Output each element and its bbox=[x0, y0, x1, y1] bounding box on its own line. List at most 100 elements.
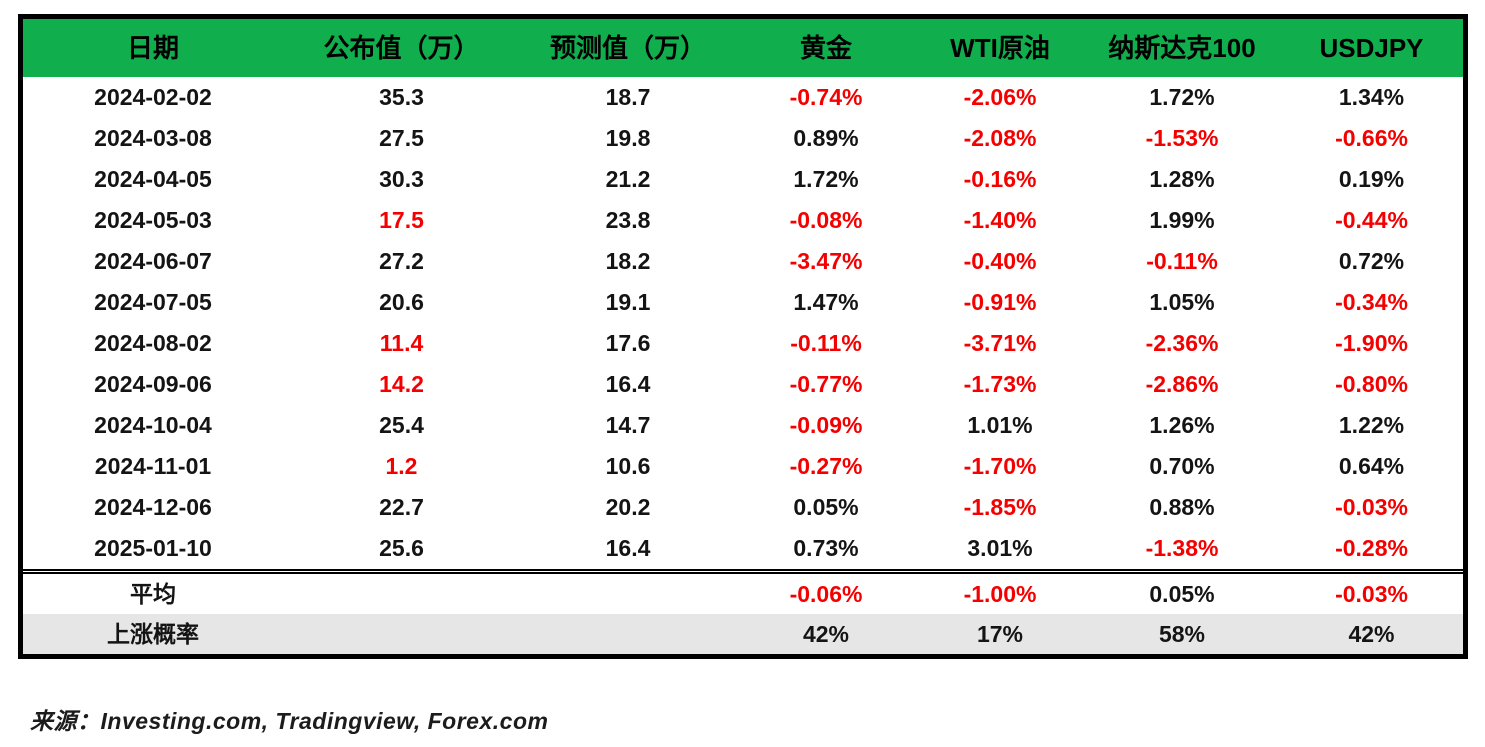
table-cell: -0.44% bbox=[1335, 207, 1408, 233]
table-cell: 20.6 bbox=[379, 289, 424, 315]
table-cell: 27.5 bbox=[379, 125, 424, 151]
table-cell: 17% bbox=[976, 620, 1024, 647]
date-cell: 2024-04-05 bbox=[94, 166, 212, 192]
table-cell: 11.4 bbox=[379, 330, 424, 356]
table-cell: 25.6 bbox=[379, 535, 424, 561]
table-summary: 平均 -0.06% -1.00% 0.05% -0.03% 上涨概率 42% 17% 58% 42… bbox=[23, 569, 1463, 654]
table-cell: -0.16% bbox=[963, 166, 1037, 192]
table-cell: 0.64% bbox=[1338, 453, 1405, 479]
table-cell: -1.00% bbox=[963, 580, 1037, 607]
date-cell: 2024-12-06 bbox=[94, 494, 212, 520]
table-cell: 35.3 bbox=[379, 84, 424, 110]
table-cell: 1.28% bbox=[1149, 166, 1215, 192]
table-cell: 0.19% bbox=[1338, 166, 1405, 192]
table-cell: -2.08% bbox=[963, 125, 1037, 151]
table-cell: 0.89% bbox=[793, 125, 859, 151]
table-row: 2024-12-06 22.7 20.2 0.05% -1.85% 0.88% -0.03% bbox=[23, 487, 1463, 528]
table-cell: -1.53% bbox=[1145, 125, 1219, 151]
table-cell: 17.6 bbox=[605, 330, 651, 356]
table-cell: 1.26% bbox=[1149, 412, 1215, 438]
date-cell: 2024-10-04 bbox=[94, 412, 212, 438]
table-cell: -1.85% bbox=[963, 494, 1037, 520]
table-cell: 14.2 bbox=[379, 371, 424, 397]
date-cell: 2024-09-06 bbox=[94, 371, 212, 397]
header-cell: 纳斯达克100 bbox=[1108, 33, 1256, 63]
header-cell: 黄金 bbox=[799, 33, 852, 63]
table-cell: -1.38% bbox=[1145, 535, 1219, 561]
table-cell: 0.70% bbox=[1149, 453, 1215, 479]
table-cell: 0.05% bbox=[1149, 580, 1215, 607]
summary-row: 平均 -0.06% -1.00% 0.05% -0.03% bbox=[23, 574, 1463, 614]
date-cell: 2024-06-07 bbox=[94, 248, 212, 274]
date-cell: 2024-07-05 bbox=[94, 289, 212, 315]
table-body: 2024-02-02 35.3 18.7 -0.74% -2.06% 1.72% 1.34%… bbox=[23, 77, 1463, 569]
data-table: 日期 公布值（万） 预测值（万） 黄金 WTI原油 纳斯达克100 USDJPY 2024-… bbox=[18, 14, 1468, 659]
table-cell: -0.11% bbox=[790, 330, 862, 356]
table-row: 2024-11-01 1.2 10.6 -0.27% -1.70% 0.70% 0.64% bbox=[23, 446, 1463, 487]
table-cell: 0.72% bbox=[1338, 248, 1405, 274]
table-cell: 58% bbox=[1158, 620, 1206, 647]
table-cell: -0.66% bbox=[1335, 125, 1408, 151]
table-row: 2024-03-08 27.5 19.8 0.89% -2.08% -1.53% -0.66… bbox=[23, 118, 1463, 159]
date-cell: 2025-01-10 bbox=[94, 535, 212, 561]
table-cell: 1.22% bbox=[1338, 412, 1405, 438]
table-cell: -2.86% bbox=[1145, 371, 1219, 397]
date-cell: 2024-08-02 bbox=[94, 330, 212, 356]
table-cell: 14.7 bbox=[605, 412, 651, 438]
table-cell: -0.77% bbox=[789, 371, 863, 397]
table-cell: 0.73% bbox=[793, 535, 859, 561]
table-cell: 25.4 bbox=[379, 412, 424, 438]
table-cell: 20.2 bbox=[605, 494, 651, 520]
table-cell: 0.88% bbox=[1149, 494, 1215, 520]
table-cell: 1.72% bbox=[1149, 84, 1215, 110]
table-row: 2024-10-04 25.4 14.7 -0.09% 1.01% 1.26% 1.22% bbox=[23, 405, 1463, 446]
table-cell: -0.03% bbox=[1335, 494, 1408, 520]
table-header-row: 日期 公布值（万） 预测值（万） 黄金 WTI原油 纳斯达克100 USDJPY bbox=[23, 19, 1463, 77]
header-cell: WTI原油 bbox=[950, 33, 1050, 63]
table-cell: -3.47% bbox=[789, 248, 863, 274]
date-cell: 2024-02-02 bbox=[94, 84, 212, 110]
table-cell: 22.7 bbox=[379, 494, 424, 520]
table-cell: 23.8 bbox=[605, 207, 651, 233]
table-cell: -1.70% bbox=[963, 453, 1037, 479]
date-cell: 2024-11-01 bbox=[94, 453, 212, 479]
table-cell: 0.05% bbox=[793, 494, 859, 520]
table-cell: -0.28% bbox=[1335, 535, 1408, 561]
table-cell: 19.1 bbox=[605, 289, 651, 315]
table-cell: -0.80% bbox=[1335, 371, 1408, 397]
table-cell: -0.74% bbox=[789, 84, 863, 110]
table-cell: -2.06% bbox=[963, 84, 1037, 110]
table-row: 2024-06-07 27.2 18.2 -3.47% -0.40% -0.11% 0.72… bbox=[23, 241, 1463, 282]
table-cell: 17.5 bbox=[379, 207, 424, 233]
table-cell: -1.90% bbox=[1335, 330, 1408, 356]
table-cell: -0.40% bbox=[963, 248, 1037, 274]
table-row: 2024-09-06 14.2 16.4 -0.77% -1.73% -2.86% -0.8… bbox=[23, 364, 1463, 405]
table-cell: -0.09% bbox=[789, 412, 863, 438]
table-cell: 1.47% bbox=[793, 289, 859, 315]
summary-label: 平均 bbox=[130, 580, 176, 607]
table-cell: 1.99% bbox=[1149, 207, 1215, 233]
header-cell: 日期 bbox=[126, 33, 179, 63]
table-cell: 1.72% bbox=[793, 166, 859, 192]
table-cell: 18.7 bbox=[605, 84, 651, 110]
table-cell: 42% bbox=[802, 620, 850, 647]
table-row: 2024-05-03 17.5 23.8 -0.08% -1.40% 1.99% -0.44… bbox=[23, 200, 1463, 241]
table-cell: 16.4 bbox=[605, 371, 651, 397]
table-cell: -3.71% bbox=[963, 330, 1037, 356]
table-cell: 1.05% bbox=[1149, 289, 1215, 315]
summary-row: 上涨概率 42% 17% 58% 42% bbox=[23, 614, 1463, 654]
table-cell: -1.40% bbox=[963, 207, 1037, 233]
table-cell: 42% bbox=[1348, 620, 1395, 647]
table-row: 2025-01-10 25.6 16.4 0.73% 3.01% -1.38% -0.28% bbox=[23, 528, 1463, 569]
table-cell: -2.36% bbox=[1145, 330, 1219, 356]
table-cell: 1.2 bbox=[385, 453, 418, 479]
table-cell: 10.6 bbox=[605, 453, 651, 479]
table-cell: -0.11% bbox=[1146, 248, 1218, 274]
header-cell: 预测值（万） bbox=[549, 33, 706, 63]
table-cell: 18.2 bbox=[605, 248, 651, 274]
table-row: 2024-08-02 11.4 17.6 -0.11% -3.71% -2.36% -1.9… bbox=[23, 323, 1463, 364]
table-cell: -0.06% bbox=[789, 580, 863, 607]
table-cell: 1.01% bbox=[967, 412, 1033, 438]
date-cell: 2024-05-03 bbox=[94, 207, 212, 233]
header-cell: 公布值（万） bbox=[323, 33, 480, 63]
